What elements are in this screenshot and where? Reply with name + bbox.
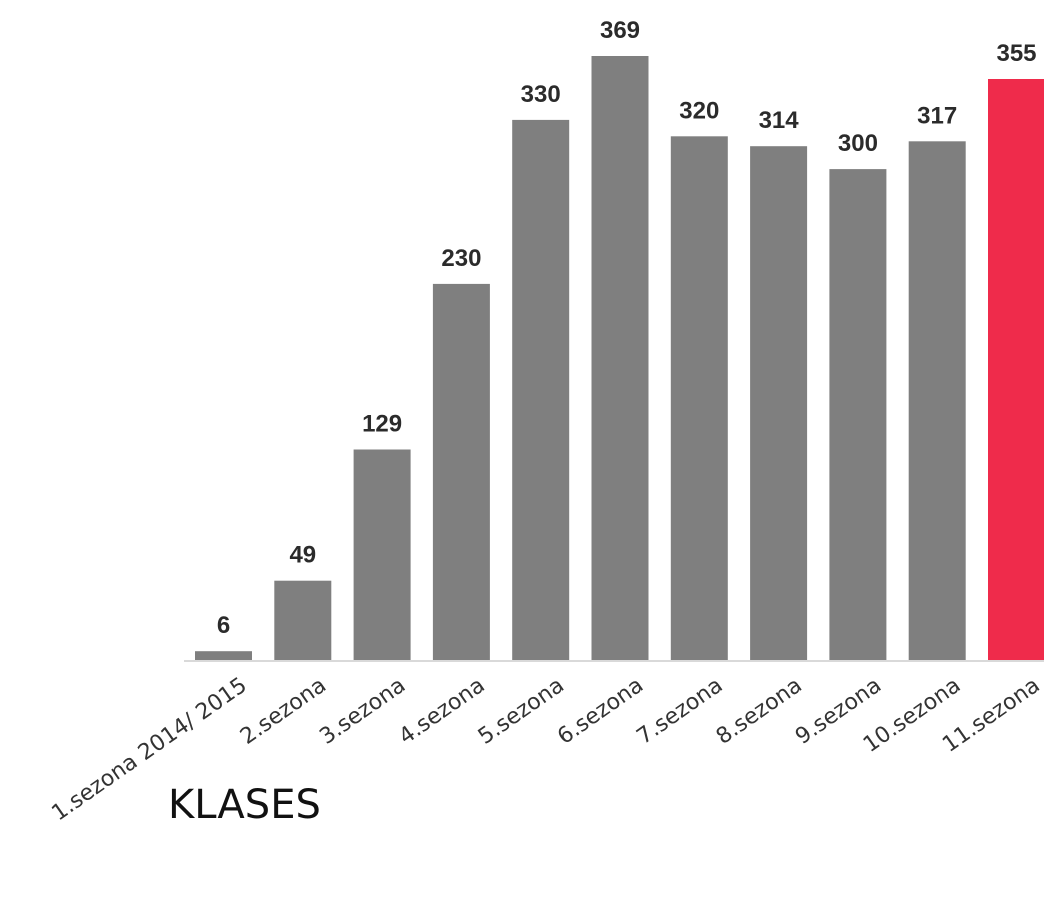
value-label-5: 330 xyxy=(521,81,561,108)
value-label-6: 369 xyxy=(600,17,640,44)
bar-6 xyxy=(591,56,649,661)
bar-10 xyxy=(908,141,966,662)
bar-7 xyxy=(670,136,728,662)
x-tick-label-5: 5.sezona xyxy=(474,673,569,750)
x-tick-label-8: 8.sezona xyxy=(712,673,807,750)
bar-2 xyxy=(274,580,332,661)
bars-group xyxy=(195,56,1044,662)
bar-9 xyxy=(829,169,887,661)
x-tick-label-3: 3.sezona xyxy=(315,673,410,750)
value-label-2: 49 xyxy=(289,542,316,569)
bar-3 xyxy=(353,449,411,661)
value-label-8: 314 xyxy=(759,107,800,134)
value-labels-group: 6 49 129 230 330 369 320 314 300 317 355 xyxy=(217,17,1037,639)
bar-5 xyxy=(512,119,570,661)
bar-11 xyxy=(988,79,1044,661)
chart-title: KLASES xyxy=(168,782,321,828)
value-label-4: 230 xyxy=(441,245,481,272)
value-label-7: 320 xyxy=(679,97,719,124)
value-label-11: 355 xyxy=(996,40,1036,67)
value-label-3: 129 xyxy=(362,411,402,438)
value-label-10: 317 xyxy=(917,102,957,129)
value-label-1: 6 xyxy=(217,612,230,639)
x-tick-label-7: 7.sezona xyxy=(632,673,727,750)
x-tick-label-6: 6.sezona xyxy=(553,673,648,750)
x-tick-label-2: 2.sezona xyxy=(236,673,331,750)
bar-1 xyxy=(195,651,252,661)
value-label-9: 300 xyxy=(838,130,878,157)
bar-8 xyxy=(750,146,808,661)
bar-4 xyxy=(432,283,490,661)
x-tick-label-4: 4.sezona xyxy=(395,673,490,750)
